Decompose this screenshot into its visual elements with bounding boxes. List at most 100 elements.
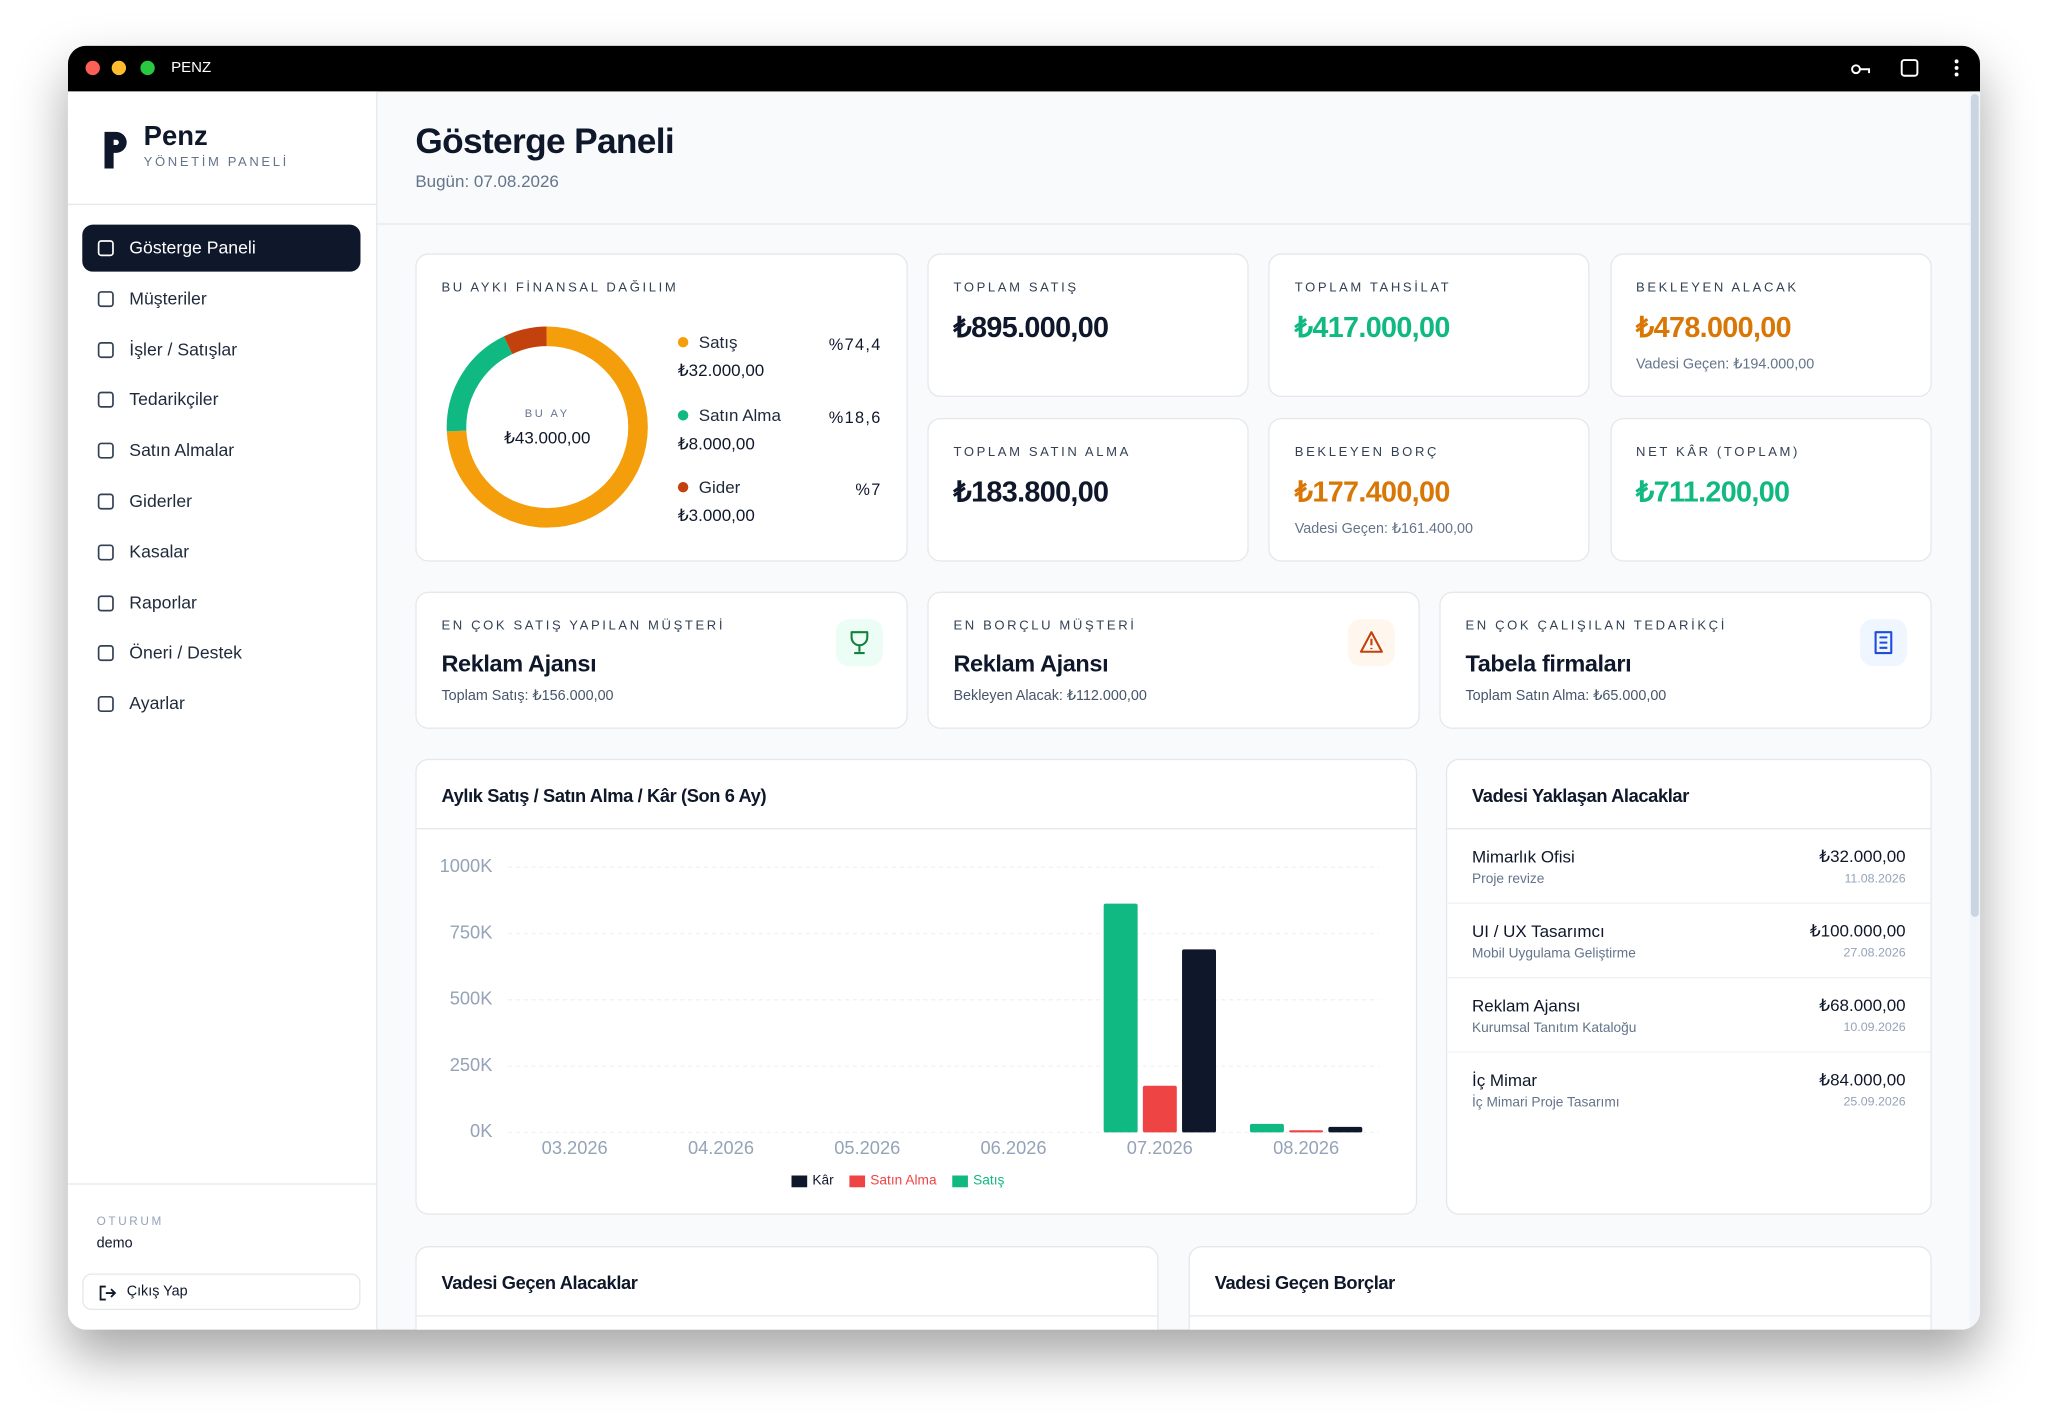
highlight-detail: Toplam Satış: ₺156.000,00 bbox=[441, 688, 614, 704]
minimize-button[interactable] bbox=[111, 60, 127, 76]
page-date: Bugün: 07.08.2026 bbox=[415, 171, 559, 191]
legend-label: Satın Alma bbox=[870, 1172, 937, 1187]
donut-segment bbox=[446, 326, 648, 528]
nav-icon-shape bbox=[97, 645, 114, 662]
close-button[interactable] bbox=[85, 60, 100, 76]
stat-value: ₺895.000,00 bbox=[953, 310, 1109, 344]
highlight-label: EN ÇOK ÇALIŞILAN TEDARİKÇİ bbox=[1465, 619, 1727, 634]
icon-path bbox=[1874, 631, 1893, 655]
scrollbar[interactable] bbox=[1969, 91, 1981, 1330]
nav-item[interactable]: Kasalar bbox=[82, 529, 360, 576]
card-label: BU AYKI FİNANSAL DAĞILIM bbox=[441, 280, 679, 296]
title-bar-graphics: PENZ bbox=[85, 59, 1959, 77]
card-title: Vadesi Yaklaşan Alacaklar bbox=[1471, 784, 1689, 806]
logout-icon-path bbox=[99, 1285, 117, 1301]
highlight-label: EN ÇOK SATIŞ YAPILAN MÜŞTERİ bbox=[441, 619, 726, 634]
legend-label: Satış bbox=[973, 1172, 1004, 1187]
stat-label: BEKLEYEN BORÇ bbox=[1294, 445, 1440, 460]
stat-label: TOPLAM TAHSİLAT bbox=[1294, 280, 1452, 296]
icon-graphic bbox=[1359, 631, 1383, 653]
row-name: İç Mimar bbox=[1471, 1070, 1538, 1090]
bar bbox=[1289, 1130, 1324, 1133]
nav-icon-shape bbox=[97, 341, 114, 358]
y-tick-label: 250K bbox=[450, 1054, 493, 1075]
maximize-button[interactable] bbox=[140, 60, 155, 76]
donut-center-label: BU AY bbox=[525, 408, 570, 420]
extension-icon[interactable] bbox=[1900, 59, 1919, 77]
nav-label: Satın Almalar bbox=[129, 440, 235, 460]
highlight-card: EN ÇOK SATIŞ YAPILAN MÜŞTERİ Reklam Ajans… bbox=[415, 591, 908, 729]
row-desc: İç Mimari Proje Tasarımı bbox=[1471, 1094, 1620, 1111]
donut-center-value: ₺43.000,00 bbox=[504, 428, 590, 447]
key-icon[interactable] bbox=[1851, 64, 1861, 75]
stat-label: BEKLEYEN ALACAK bbox=[1636, 280, 1799, 296]
title-bar: PENZ bbox=[67, 45, 1981, 92]
x-tick-label: 05.2026 bbox=[834, 1137, 900, 1158]
sidebar: Penz YÖNETİM PANELİ OTURUM demo Çıkış Ya… bbox=[67, 91, 378, 1330]
divider bbox=[376, 223, 1970, 225]
nav-item[interactable]: İşler / Satışlar bbox=[82, 326, 360, 373]
x-tick-label: 07.2026 bbox=[1127, 1137, 1193, 1158]
row-date: 11.08.2026 bbox=[1844, 871, 1906, 887]
stat-note: Vadesi Geçen: ₺161.400,00 bbox=[1294, 521, 1473, 537]
nav-item[interactable]: Gösterge Paneli bbox=[82, 224, 361, 272]
nav-icon-shape bbox=[97, 290, 114, 307]
menu-icon[interactable] bbox=[1954, 59, 1959, 77]
nav-label: Raporlar bbox=[129, 592, 197, 613]
nav-item[interactable]: Giderler bbox=[82, 478, 360, 525]
session-label: OTURUM bbox=[96, 1214, 164, 1228]
legend-label: Satış bbox=[698, 332, 738, 352]
divider bbox=[416, 828, 1416, 830]
divider bbox=[416, 1315, 1158, 1317]
nav-item[interactable]: Öneri / Destek bbox=[82, 630, 360, 677]
stat-value: ₺177.400,00 bbox=[1294, 475, 1451, 509]
logout-button[interactable]: Çıkış Yap bbox=[82, 1273, 361, 1311]
bar bbox=[1182, 949, 1216, 1133]
highlight-icon bbox=[835, 619, 883, 667]
nav-icon bbox=[97, 594, 114, 611]
legend-swatch bbox=[849, 1175, 866, 1188]
x-tick-label: 08.2026 bbox=[1273, 1137, 1339, 1158]
nav-item[interactable]: Müşteriler bbox=[82, 275, 360, 322]
legend-amount: ₺3.000,00 bbox=[677, 505, 755, 526]
distribution-card: BU AYKI FİNANSAL DAĞILIM BU AY ₺43.000,00… bbox=[415, 253, 908, 562]
title-icons bbox=[1851, 59, 1919, 77]
nav-item[interactable]: Tedarikçiler bbox=[82, 377, 360, 424]
y-tick-label: 1000K bbox=[440, 855, 493, 876]
nav-icon-shape bbox=[97, 442, 114, 459]
nav-icon bbox=[97, 493, 114, 510]
highlight-card: EN BORÇLU MÜŞTERİ Reklam Ajansı Bekleyen A… bbox=[927, 591, 1420, 729]
scrollbar-thumb[interactable] bbox=[1970, 94, 1979, 917]
card-title: Vadesi Geçen Borçlar bbox=[1214, 1272, 1396, 1294]
highlight-detail: Toplam Satın Alma: ₺65.000,00 bbox=[1465, 688, 1667, 704]
nav-icon bbox=[97, 392, 114, 409]
nav-item[interactable]: Raporlar bbox=[82, 579, 360, 626]
divider bbox=[67, 203, 377, 206]
logo bbox=[104, 131, 127, 169]
legend-label: Satın Alma bbox=[698, 404, 781, 425]
legend-percent: %18,6 bbox=[828, 408, 882, 427]
nav-item[interactable]: Ayarlar bbox=[82, 681, 360, 728]
x-tick-label: 04.2026 bbox=[688, 1137, 754, 1158]
row-date: 27.08.2026 bbox=[1843, 946, 1906, 961]
nav-item[interactable]: Satın Almalar bbox=[82, 427, 360, 474]
nav-label: Kasalar bbox=[129, 541, 190, 562]
nav-label: Öneri / Destek bbox=[129, 643, 242, 663]
stat-note: Vadesi Geçen: ₺194.000,00 bbox=[1636, 356, 1815, 373]
nav-icon-shape bbox=[97, 240, 114, 257]
nav-label: İşler / Satışlar bbox=[129, 339, 238, 359]
legend-percent: %74,4 bbox=[828, 335, 882, 354]
stat-card: TOPLAM SATIŞ ₺895.000,00 bbox=[927, 253, 1249, 398]
nav-icon bbox=[97, 645, 114, 662]
legend-dot bbox=[677, 336, 689, 348]
row-divider bbox=[1447, 902, 1931, 904]
nav-icon-shape bbox=[97, 544, 114, 561]
highlight-detail: Bekleyen Alacak: ₺112.000,00 bbox=[953, 688, 1147, 704]
icon-path bbox=[1359, 631, 1383, 653]
row-amount: ₺84.000,00 bbox=[1819, 1069, 1906, 1090]
legend-swatch bbox=[791, 1175, 808, 1188]
row-amount: ₺32.000,00 bbox=[1819, 846, 1906, 866]
highlight-name: Tabela firmaları bbox=[1465, 650, 1632, 677]
icon-graphic bbox=[1874, 631, 1893, 655]
